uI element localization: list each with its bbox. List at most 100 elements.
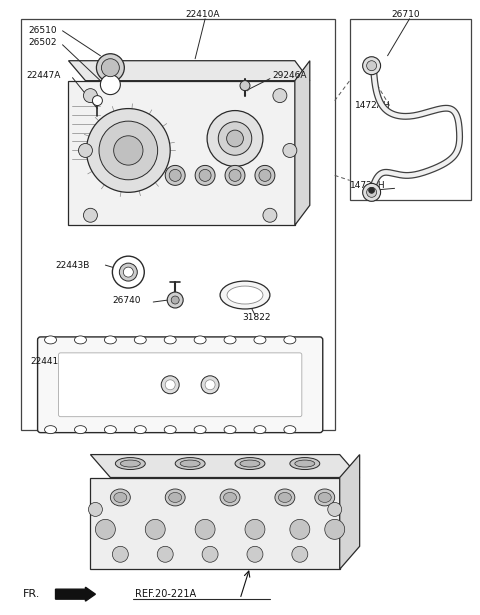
Ellipse shape (134, 336, 146, 344)
Circle shape (84, 89, 97, 103)
Circle shape (263, 208, 277, 222)
Bar (21, 19, 335, 430)
Circle shape (161, 376, 179, 394)
Circle shape (195, 520, 215, 539)
Circle shape (195, 165, 215, 185)
Circle shape (112, 546, 128, 562)
Ellipse shape (120, 460, 140, 467)
Ellipse shape (110, 489, 130, 506)
Ellipse shape (284, 336, 296, 344)
Circle shape (255, 165, 275, 185)
Circle shape (201, 376, 219, 394)
Bar (350, 19, 471, 200)
Ellipse shape (164, 426, 176, 434)
Polygon shape (69, 81, 295, 225)
Ellipse shape (194, 426, 206, 434)
Circle shape (283, 143, 297, 157)
Text: 22441: 22441 (31, 357, 59, 367)
Text: 26502: 26502 (29, 38, 57, 47)
Circle shape (229, 169, 241, 181)
Circle shape (328, 502, 342, 517)
Circle shape (199, 169, 211, 181)
FancyArrow shape (56, 587, 96, 601)
Circle shape (88, 502, 102, 517)
Ellipse shape (315, 489, 335, 506)
Circle shape (157, 546, 173, 562)
Text: 22410A: 22410A (185, 10, 220, 19)
Circle shape (145, 520, 165, 539)
Circle shape (169, 169, 181, 181)
Circle shape (367, 61, 377, 71)
Circle shape (112, 256, 144, 288)
Ellipse shape (104, 426, 116, 434)
Ellipse shape (224, 336, 236, 344)
Ellipse shape (134, 426, 146, 434)
Ellipse shape (278, 493, 291, 502)
Ellipse shape (318, 493, 331, 502)
Ellipse shape (224, 426, 236, 434)
Text: 1472AH: 1472AH (350, 181, 385, 190)
Ellipse shape (180, 460, 200, 467)
Ellipse shape (168, 493, 181, 502)
Circle shape (93, 95, 102, 106)
Text: FR.: FR. (23, 589, 40, 599)
Ellipse shape (254, 426, 266, 434)
Circle shape (218, 122, 252, 155)
Circle shape (245, 520, 265, 539)
Circle shape (207, 111, 263, 167)
Text: 22443B: 22443B (56, 261, 90, 269)
Ellipse shape (235, 458, 265, 469)
FancyBboxPatch shape (59, 353, 302, 417)
Circle shape (325, 520, 345, 539)
Circle shape (171, 296, 179, 304)
Ellipse shape (175, 458, 205, 469)
Ellipse shape (74, 426, 86, 434)
Circle shape (205, 380, 215, 390)
Circle shape (225, 165, 245, 185)
Circle shape (165, 165, 185, 185)
Circle shape (369, 188, 374, 193)
Ellipse shape (275, 489, 295, 506)
Ellipse shape (284, 426, 296, 434)
Polygon shape (295, 61, 310, 225)
Ellipse shape (220, 489, 240, 506)
Text: 26710: 26710 (392, 10, 420, 19)
Circle shape (367, 188, 377, 197)
Circle shape (78, 143, 93, 157)
Ellipse shape (45, 336, 57, 344)
Ellipse shape (290, 458, 320, 469)
Circle shape (101, 58, 120, 77)
Circle shape (167, 292, 183, 308)
Circle shape (290, 520, 310, 539)
Circle shape (292, 546, 308, 562)
Text: REF.20-221A: REF.20-221A (135, 589, 196, 599)
Circle shape (86, 109, 170, 192)
Ellipse shape (114, 493, 127, 502)
Text: 29246A: 29246A (272, 71, 306, 80)
Circle shape (96, 54, 124, 82)
Circle shape (165, 380, 175, 390)
Circle shape (247, 546, 263, 562)
Ellipse shape (115, 458, 145, 469)
Ellipse shape (194, 336, 206, 344)
FancyBboxPatch shape (37, 337, 323, 432)
Ellipse shape (220, 281, 270, 309)
Polygon shape (90, 454, 360, 477)
Ellipse shape (104, 336, 116, 344)
Ellipse shape (74, 336, 86, 344)
Circle shape (240, 81, 250, 90)
Ellipse shape (224, 493, 237, 502)
Text: 31822: 31822 (242, 314, 271, 322)
Polygon shape (69, 61, 310, 81)
Ellipse shape (227, 286, 263, 304)
Ellipse shape (254, 336, 266, 344)
Circle shape (100, 74, 120, 95)
Ellipse shape (240, 460, 260, 467)
Ellipse shape (295, 460, 315, 467)
Text: 26510: 26510 (29, 26, 57, 35)
Circle shape (123, 267, 133, 277)
Text: 26740: 26740 (112, 296, 141, 304)
Polygon shape (340, 454, 360, 569)
Circle shape (84, 208, 97, 222)
Ellipse shape (164, 336, 176, 344)
